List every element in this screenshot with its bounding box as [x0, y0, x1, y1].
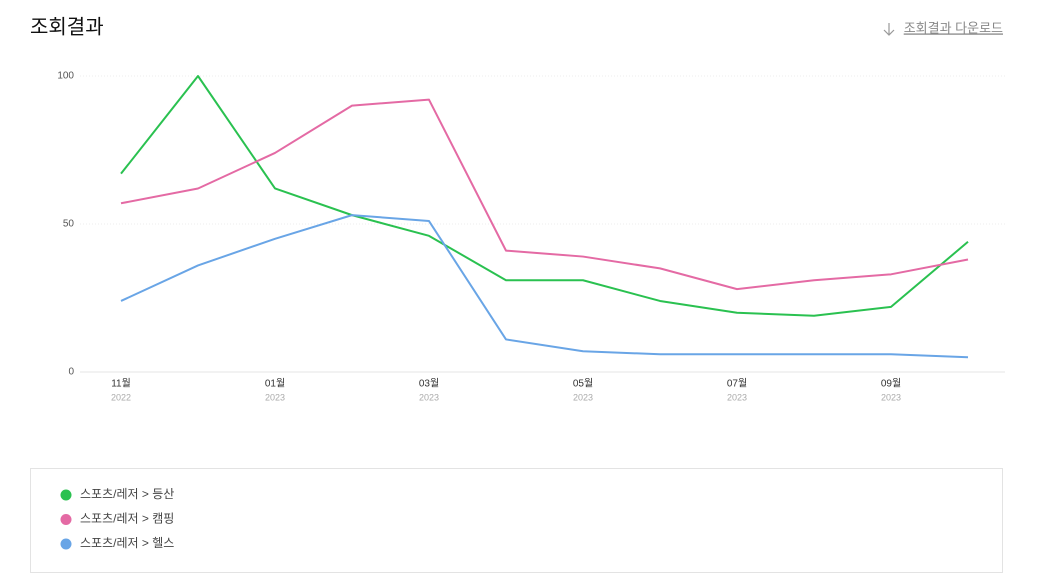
series-line — [120, 98, 969, 291]
legend-label: 스포츠/레저 > 등산 — [80, 487, 174, 501]
series-line — [120, 214, 969, 359]
x-tick-year: 2022 — [111, 392, 131, 402]
legend-label: 스포츠/레저 > 캠핑 — [80, 512, 174, 526]
legend-marker — [60, 489, 72, 501]
x-tick-year: 2023 — [265, 392, 285, 402]
x-tick-label: 07월 — [727, 378, 747, 390]
chart-title: 조회결과 — [30, 15, 104, 38]
y-tick-label: 50 — [63, 219, 75, 230]
y-tick-label: 0 — [68, 367, 74, 378]
x-tick-label: 03월 — [419, 378, 439, 390]
x-tick-label: 09월 — [881, 378, 901, 390]
download-icon — [883, 23, 895, 36]
legend-label: 스포츠/레저 > 헬스 — [80, 536, 174, 550]
x-tick-label: 01월 — [265, 378, 285, 390]
x-tick-year: 2023 — [573, 392, 593, 402]
legend-marker — [60, 538, 72, 550]
download-label[interactable]: 조회결과 다운로드 — [904, 20, 1003, 35]
series-line — [120, 75, 969, 317]
x-tick-year: 2023 — [727, 392, 747, 402]
legend-box — [30, 468, 1003, 573]
x-tick-label: 05월 — [573, 378, 593, 390]
download-link[interactable]: 조회결과 다운로드 — [883, 20, 1003, 36]
y-tick-label: 100 — [57, 71, 74, 82]
legend-marker — [60, 514, 72, 525]
x-tick-label: 11월 — [111, 378, 131, 390]
x-tick-year: 2023 — [881, 392, 901, 402]
x-tick-year: 2023 — [419, 392, 439, 402]
